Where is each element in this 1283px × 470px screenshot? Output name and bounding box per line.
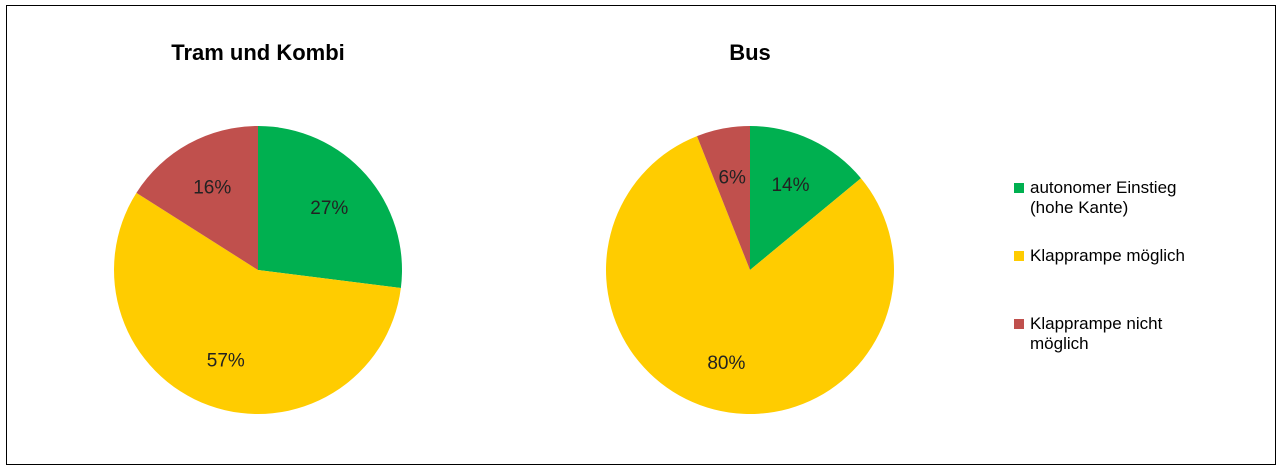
legend-item-klapprampe-nicht: Klapprampe nicht möglich [1014,314,1254,354]
pie-label-tram-autonomer: 27% [310,198,348,219]
pie-label-bus-autonomer: 14% [771,175,809,196]
pie-slice-bus-klapprampe-nicht [696,126,750,270]
legend-label-klapprampe-nicht-line1: Klapprampe nicht [1030,314,1163,333]
legend-swatch-green [1014,183,1024,193]
pie-label-bus-klapprampe-nicht: 6% [718,168,746,189]
legend-item-klapprampe-moeglich: Klapprampe möglich [1014,246,1254,266]
pie-label-bus-klapprampe-moeglich: 80% [707,353,745,374]
legend-label-klapprampe-moeglich: Klapprampe möglich [1030,246,1185,265]
pie-slice-tram-klapprampe-moeglich [113,192,401,415]
legend-swatch-yellow [1014,251,1024,261]
legend-label-klapprampe-nicht-line2: möglich [1030,334,1089,353]
legend-swatch-red [1014,319,1024,329]
pie-title-tram: Tram und Kombi [171,40,345,65]
legend-item-autonomer: autonomer Einstieg (hohe Kante) [1014,178,1254,218]
pie-label-tram-klapprampe-nicht: 16% [193,178,231,199]
legend-label-autonomer-line2: (hohe Kante) [1030,198,1129,217]
pie-label-tram-klapprampe-moeglich: 57% [207,350,245,371]
pie-slice-tram-autonomer [258,126,402,289]
pie-slice-bus-klapprampe-moeglich [606,136,894,414]
pie-slice-tram-klapprampe-nicht [136,126,258,270]
pie-title-bus: Bus [729,40,771,65]
pie-slice-bus-autonomer [750,126,861,270]
legend-label-autonomer-line1: autonomer Einstieg [1030,178,1177,197]
